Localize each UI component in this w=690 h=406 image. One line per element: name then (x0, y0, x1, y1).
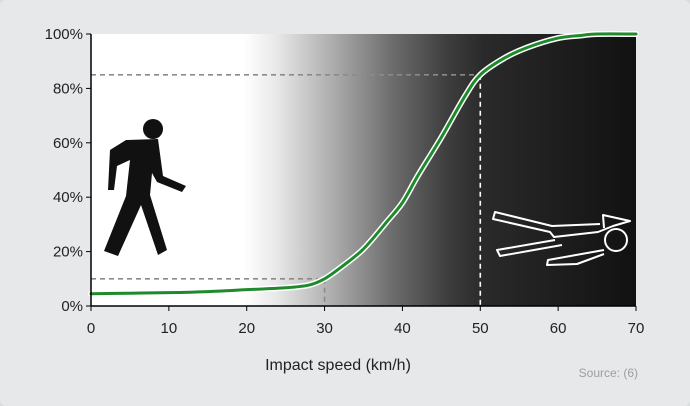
plot-background (91, 34, 636, 306)
lying-body-outline-icon (492, 211, 631, 266)
x-axis-label: Impact speed (km/h) (265, 357, 411, 374)
source-note: Source: (6) (579, 366, 638, 380)
y-tick-labels: 0% 20% 40% 60% 80% 100% (45, 26, 91, 315)
x-tick-label: 60 (550, 320, 567, 337)
y-tick-label: 80% (53, 80, 83, 97)
series-line (89, 32, 638, 296)
y-tick-label: 40% (53, 189, 83, 206)
x-tick-label: 10 (161, 320, 178, 337)
x-tick-label: 70 (628, 320, 645, 337)
x-tick-label: 0 (87, 320, 95, 337)
walking-pedestrian-icon (104, 119, 186, 256)
y-tick-label: 100% (45, 26, 83, 43)
x-tick-label: 30 (316, 320, 333, 337)
series-layer (88, 30, 639, 297)
y-tick-label: 60% (53, 135, 83, 152)
x-tick-label: 50 (472, 320, 489, 337)
x-tick-label: 40 (394, 320, 411, 337)
reference-lines (91, 74, 482, 306)
x-tick-label: 20 (238, 320, 255, 337)
x-tick-labels: 0 10 20 30 40 50 60 70 (87, 306, 645, 337)
y-tick-label: 20% (53, 244, 83, 261)
y-tick-label: 0% (61, 298, 83, 315)
